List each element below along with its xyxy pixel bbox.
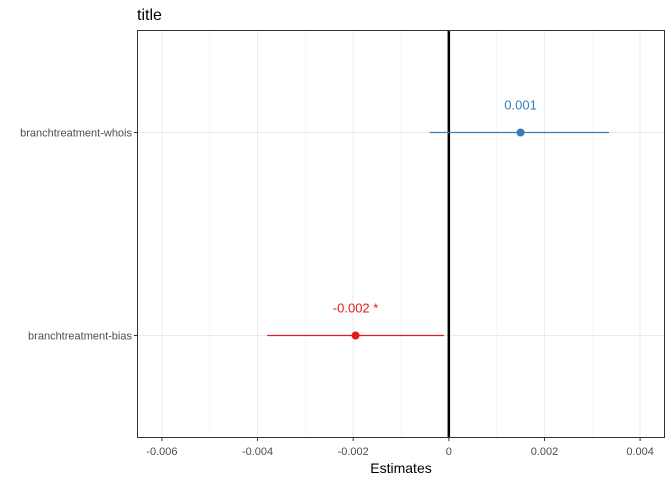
y-tick-label: branchtreatment-bias bbox=[28, 331, 132, 343]
x-tick-label: 0.004 bbox=[626, 446, 654, 458]
x-axis: -0.006 -0.004 -0.002 0 0.002 0.004 bbox=[146, 437, 654, 458]
x-tick-label: -0.006 bbox=[146, 446, 177, 458]
chart-title: title bbox=[137, 7, 162, 24]
x-tick-label: -0.002 bbox=[338, 446, 369, 458]
x-tick-label: -0.004 bbox=[242, 446, 273, 458]
y-axis: branchtreatment-whois branchtreatment-bia… bbox=[20, 128, 138, 343]
estimate-point bbox=[351, 331, 360, 340]
estimate-marks: 0.001 -0.002 * bbox=[267, 98, 610, 340]
grid-lines bbox=[138, 31, 664, 437]
estimate-point bbox=[516, 128, 525, 137]
x-tick-label: 0.002 bbox=[531, 446, 559, 458]
x-axis-title: Estimates bbox=[370, 460, 431, 476]
plot-panel-border bbox=[137, 30, 665, 438]
x-tick-label: 0 bbox=[446, 446, 452, 458]
estimate-label: -0.002 * bbox=[333, 301, 379, 316]
y-tick-label: branchtreatment-whois bbox=[20, 128, 132, 140]
estimate-label: 0.001 bbox=[504, 98, 537, 113]
